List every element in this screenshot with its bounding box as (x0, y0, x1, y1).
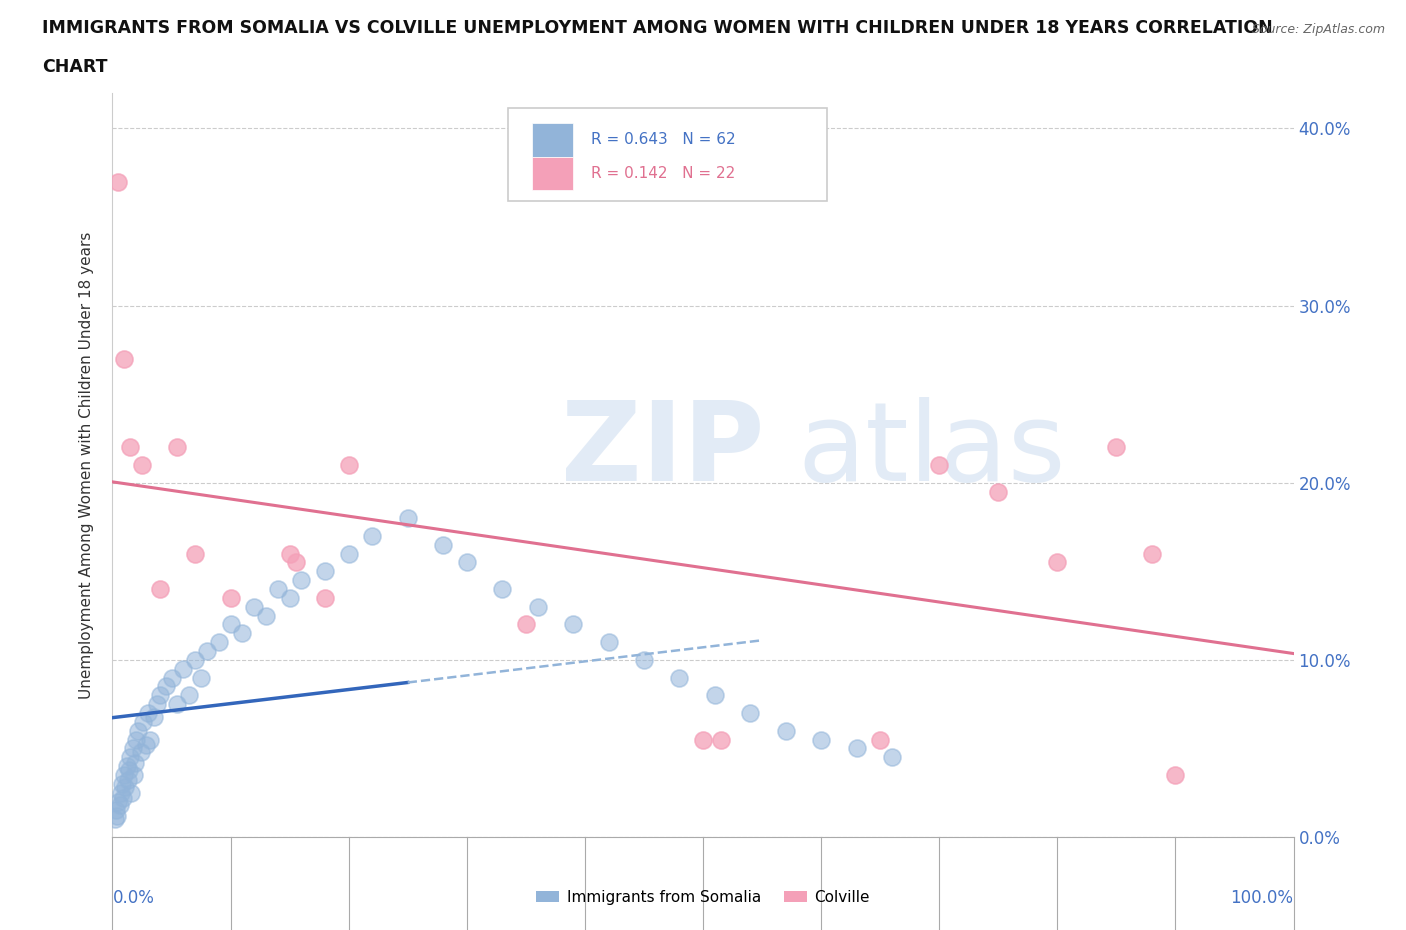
Text: R = 0.142   N = 22: R = 0.142 N = 22 (591, 166, 735, 180)
Immigrants from Somalia (124, 755, 146, 770)
Text: IMMIGRANTS FROM SOMALIA VS COLVILLE UNEMPLOYMENT AMONG WOMEN WITH CHILDREN UNDER: IMMIGRANTS FROM SOMALIA VS COLVILLE UNEM… (42, 19, 1272, 36)
Immigrants from Somalia (114, 780, 136, 795)
Immigrants from Somalia (267, 581, 290, 596)
Immigrants from Somalia (396, 511, 419, 525)
Immigrants from Somalia (254, 608, 277, 623)
Immigrants from Somalia (562, 617, 585, 631)
Immigrants from Somalia (668, 671, 690, 685)
Immigrants from Somalia (120, 785, 142, 800)
Immigrants from Somalia (190, 671, 212, 685)
Colville (278, 546, 301, 561)
Immigrants from Somalia (122, 767, 145, 782)
Immigrants from Somalia (129, 745, 152, 760)
Immigrants from Somalia (117, 773, 139, 788)
Immigrants from Somalia (290, 573, 312, 588)
Immigrants from Somalia (456, 555, 478, 570)
Immigrants from Somalia (179, 688, 201, 703)
Immigrants from Somalia (845, 741, 868, 756)
Colville (987, 485, 1010, 499)
Immigrants from Somalia (107, 794, 129, 809)
Immigrants from Somalia (112, 790, 135, 805)
Colville (112, 352, 135, 366)
Text: Source: ZipAtlas.com: Source: ZipAtlas.com (1251, 23, 1385, 36)
Immigrants from Somalia (121, 741, 143, 756)
Colville (219, 591, 242, 605)
Immigrants from Somalia (111, 777, 134, 791)
Text: R = 0.643   N = 62: R = 0.643 N = 62 (591, 132, 735, 147)
Bar (531, 156, 574, 190)
Immigrants from Somalia (775, 724, 797, 738)
Immigrants from Somalia (172, 661, 194, 676)
Colville (1046, 555, 1069, 570)
FancyBboxPatch shape (508, 108, 827, 201)
Immigrants from Somalia (243, 599, 266, 614)
Y-axis label: Unemployment Among Women with Children Under 18 years: Unemployment Among Women with Children U… (79, 232, 94, 698)
Immigrants from Somalia (105, 808, 128, 823)
Colville (107, 174, 129, 189)
Colville (1105, 440, 1128, 455)
Colville (120, 440, 142, 455)
Colville (284, 555, 307, 570)
Immigrants from Somalia (120, 750, 142, 764)
Colville (869, 732, 891, 747)
Immigrants from Somalia (219, 617, 242, 631)
Colville (314, 591, 336, 605)
Colville (131, 458, 153, 472)
Immigrants from Somalia (278, 591, 301, 605)
Immigrants from Somalia (136, 706, 159, 721)
Immigrants from Somalia (231, 626, 253, 641)
Immigrants from Somalia (633, 653, 655, 668)
Immigrants from Somalia (139, 732, 162, 747)
Immigrants from Somalia (195, 644, 218, 658)
Immigrants from Somalia (132, 714, 155, 729)
Immigrants from Somalia (105, 803, 128, 817)
Immigrants from Somalia (115, 759, 138, 774)
Immigrants from Somalia (314, 564, 336, 578)
Immigrants from Somalia (149, 688, 172, 703)
Bar (531, 123, 574, 156)
Immigrants from Somalia (184, 653, 207, 668)
Text: atlas: atlas (797, 396, 1066, 504)
Immigrants from Somalia (110, 785, 132, 800)
Immigrants from Somalia (208, 634, 231, 649)
Text: ZIP: ZIP (561, 396, 765, 504)
Immigrants from Somalia (142, 709, 165, 724)
Immigrants from Somalia (135, 737, 157, 752)
Colville (166, 440, 188, 455)
Immigrants from Somalia (146, 697, 169, 711)
Colville (1164, 767, 1187, 782)
Legend: Immigrants from Somalia, Colville: Immigrants from Somalia, Colville (530, 884, 876, 911)
Text: 0.0%: 0.0% (112, 889, 155, 907)
Colville (710, 732, 733, 747)
Immigrants from Somalia (432, 538, 454, 552)
Immigrants from Somalia (526, 599, 548, 614)
Immigrants from Somalia (160, 671, 183, 685)
Colville (515, 617, 537, 631)
Immigrants from Somalia (740, 706, 762, 721)
Immigrants from Somalia (112, 767, 135, 782)
Colville (692, 732, 714, 747)
Text: 100.0%: 100.0% (1230, 889, 1294, 907)
Immigrants from Somalia (155, 679, 177, 694)
Immigrants from Somalia (598, 634, 620, 649)
Immigrants from Somalia (703, 688, 725, 703)
Text: CHART: CHART (42, 58, 108, 75)
Colville (184, 546, 207, 561)
Immigrants from Somalia (491, 581, 513, 596)
Immigrants from Somalia (108, 798, 131, 813)
Colville (337, 458, 360, 472)
Colville (149, 581, 172, 596)
Immigrants from Somalia (118, 763, 141, 777)
Immigrants from Somalia (127, 724, 149, 738)
Immigrants from Somalia (104, 812, 127, 827)
Immigrants from Somalia (166, 697, 188, 711)
Colville (928, 458, 950, 472)
Immigrants from Somalia (810, 732, 832, 747)
Immigrants from Somalia (880, 750, 903, 764)
Immigrants from Somalia (361, 528, 384, 543)
Immigrants from Somalia (125, 732, 148, 747)
Colville (1140, 546, 1163, 561)
Immigrants from Somalia (337, 546, 360, 561)
